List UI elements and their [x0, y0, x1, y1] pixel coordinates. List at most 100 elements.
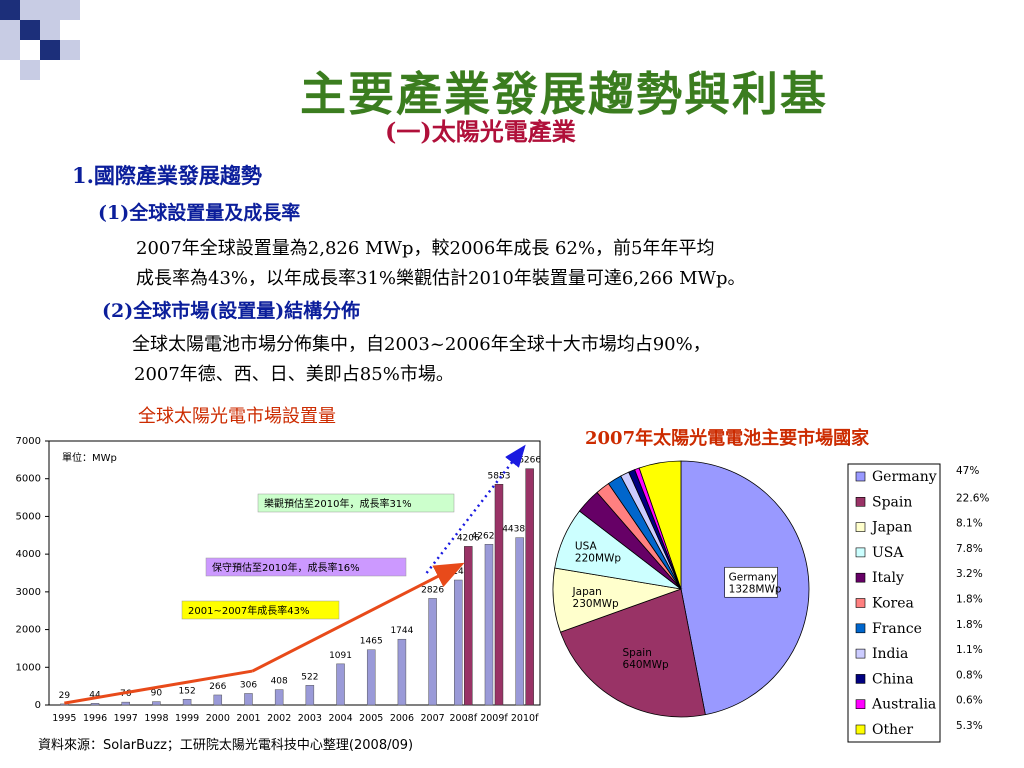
bar-base: [60, 703, 69, 706]
legend-swatch: [855, 699, 866, 709]
x-tick-label: 2008f: [450, 713, 478, 724]
bar-value-label-optimistic: 6266: [518, 456, 541, 466]
bar-value-label: 44: [89, 690, 101, 700]
legend-label: India: [872, 646, 908, 662]
decor-square: [20, 60, 40, 80]
x-tick-label: 1998: [144, 713, 168, 724]
bar-value-label: 522: [301, 672, 318, 682]
slice-label-text: Japan: [572, 586, 602, 598]
pie-slice-spain: [559, 588, 706, 718]
bar-base: [428, 598, 437, 706]
annotation-optimistic: 樂觀預估至2010年，成長率31%: [264, 497, 412, 510]
decor-square: [0, 20, 20, 40]
growth-arrow-line: [64, 669, 253, 705]
bar-value-label: 408: [271, 677, 288, 687]
conservative-trend-arrow: [251, 562, 465, 673]
x-tick-label: 2009f: [480, 713, 508, 724]
y-tick-label: 4000: [16, 549, 41, 560]
legend-swatch: [855, 623, 866, 634]
percent-label: 0.8%: [956, 669, 983, 681]
legend-swatch: [855, 471, 866, 482]
bar-optimistic: [494, 484, 504, 706]
legend-label: Australia: [871, 697, 936, 713]
slice-label-text: 220MWp: [575, 552, 621, 564]
slice-label-text: 230MWp: [573, 598, 619, 610]
bar-value-label: 1744: [390, 626, 413, 636]
unit-label: 單位：MWp: [62, 451, 117, 464]
bar-base: [274, 689, 284, 706]
bar-base: [515, 537, 524, 706]
pie-slice-other: [638, 460, 682, 590]
x-tick-label: 2005: [359, 713, 383, 724]
y-tick-label: 7000: [16, 436, 41, 447]
bar-chart: 0 1000 2000 3000 4000 5000 6000 7000 1995 1996 199…: [16, 436, 542, 724]
percent-label: 3.2%: [956, 568, 983, 580]
legend-swatch: [855, 674, 866, 684]
legend-swatch: [855, 522, 866, 532]
percent-label: 1.8%: [956, 594, 983, 606]
x-tick-label: 1996: [83, 713, 107, 724]
bar-base: [366, 649, 376, 706]
subsection-heading-2: (2)全球市場(設置量)結構分佈: [102, 300, 361, 322]
percent-label: 47%: [956, 465, 979, 477]
slice-label-box: [724, 566, 778, 598]
legend-label: China: [872, 671, 914, 687]
decor-square: [20, 0, 40, 20]
percent-label: 0.6%: [956, 695, 983, 707]
y-tick-label: 5000: [16, 511, 41, 522]
optimistic-trend-arrow: [425, 444, 526, 574]
bar-value-label: 29: [59, 691, 71, 701]
pie-chart-title: 2007年太陽光電電池主要市場國家: [585, 428, 870, 449]
slice-label-text: 640MWp: [623, 659, 669, 671]
section-heading: 1.國際產業發展趨勢: [72, 163, 262, 188]
bar-value-label-optimistic: 5853: [488, 471, 511, 481]
y-tick-label: 0: [35, 700, 41, 711]
slice-label-text: 1328MWp: [729, 583, 782, 595]
slide-subtitle: (一)太陽光電產業: [385, 117, 576, 146]
bar-value-label: 4262: [472, 531, 495, 541]
annotation-conservative: 保守預估至2010年，成長率16%: [212, 561, 360, 574]
bar-base: [182, 699, 192, 706]
source-note: 資料來源：SolarBuzz；工研院太陽光電科技中心整理(2008/09): [38, 738, 414, 753]
x-tick-label: 2006: [390, 713, 414, 724]
slice-label-text: Germany: [729, 571, 777, 583]
bar-base: [244, 693, 253, 706]
bar-value-label-optimistic: 4206: [457, 533, 480, 543]
bar-value-label: 152: [179, 686, 196, 696]
percent-label: 5.3%: [956, 720, 983, 732]
bar-value-label: 266: [209, 682, 226, 692]
annotation-box-growth: [181, 600, 340, 620]
legend-swatch: [855, 547, 866, 558]
x-tick-label: 2007: [421, 713, 445, 724]
body-text-line: 全球太陽電池市場分佈集中，自2003~2006年全球十大市場均占90%，: [132, 334, 711, 355]
x-tick-label: 2002: [267, 713, 291, 724]
annotation-box-conservative: [205, 557, 407, 577]
x-tick-label: 2001: [236, 713, 260, 724]
bar-base: [152, 701, 161, 706]
y-tick-label: 2000: [16, 625, 41, 636]
legend-label: Korea: [872, 596, 914, 612]
annotation-box-optimistic: [257, 493, 455, 513]
legend-swatch: [855, 724, 866, 735]
x-tick-label: 2010f: [511, 713, 539, 724]
y-tick-label: 3000: [16, 587, 41, 598]
bar-optimistic: [464, 546, 473, 706]
annotation-growth: 2001~2007年成長率43%: [188, 604, 310, 617]
bar-value-label: 90: [151, 689, 163, 699]
legend-label: Japan: [870, 520, 912, 536]
decor-square: [0, 0, 20, 20]
legend-label: Spain: [872, 494, 912, 510]
legend-swatch: [855, 598, 866, 608]
body-text-line: 成長率為43%，以年成長率31%樂觀估計2010年裝置量可達6,266 MWp。: [136, 268, 746, 289]
bar-optimistic: [525, 468, 534, 706]
percent-label: 8.1%: [956, 518, 983, 530]
bar-value-label: 306: [240, 680, 257, 690]
slice-label-text: USA: [575, 540, 598, 552]
legend-swatch: [855, 572, 866, 583]
decor-square: [20, 20, 40, 40]
body-text-line: 2007年德、西、日、美即占85%市場。: [134, 364, 454, 385]
x-tick-label: 2000: [206, 713, 230, 724]
legend-label: Germany: [872, 469, 937, 485]
bar-value-label: 4438: [502, 525, 525, 535]
y-tick-label: 1000: [16, 662, 41, 673]
